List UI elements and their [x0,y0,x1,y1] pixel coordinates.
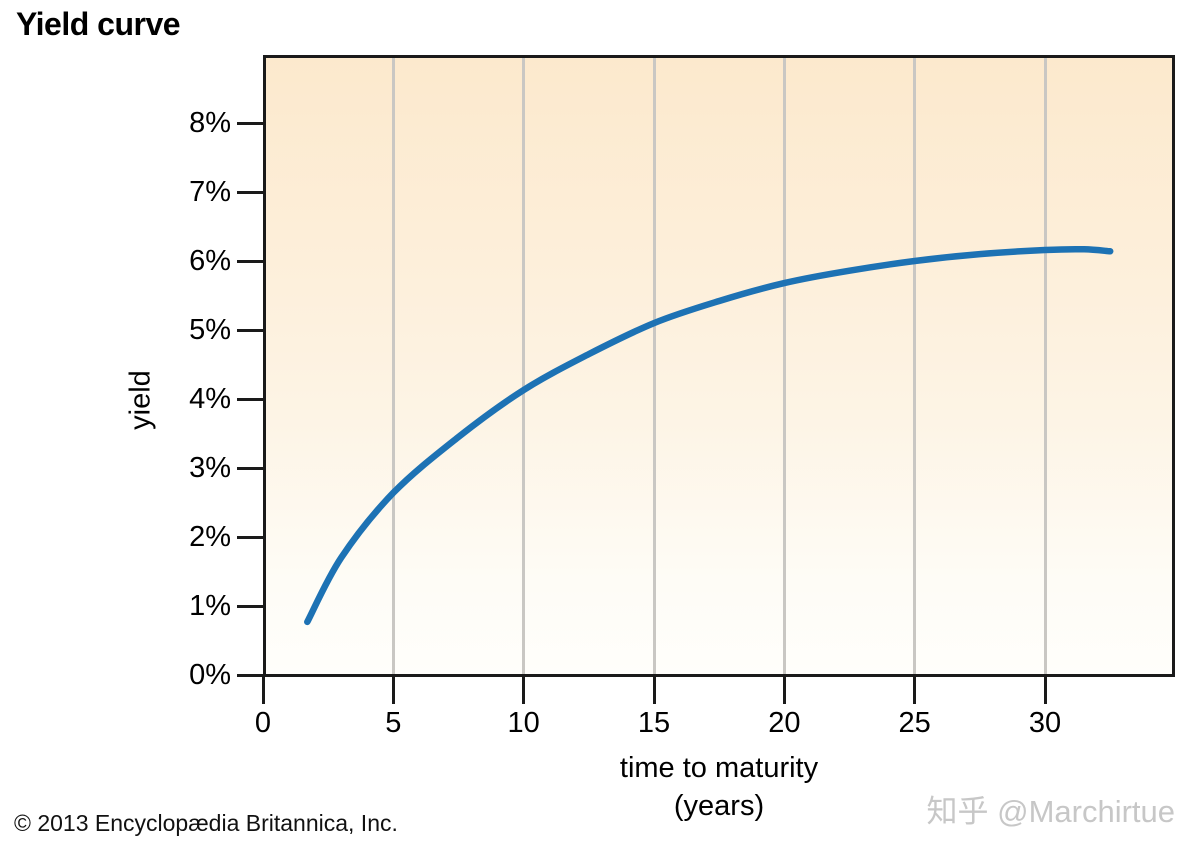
x-tick-5 [391,677,395,704]
x-tick-0 [261,677,265,704]
x-tick-label-5: 5 [385,707,402,739]
zhihu-watermark: 知乎 @Marchirtue [926,794,1175,829]
x-tick-label-10: 10 [507,707,540,739]
y-tick-label-2: 2% [189,521,231,553]
x-tick-20 [782,677,786,704]
gridline-x-20 [782,58,786,674]
gridline-x-10 [522,58,526,674]
x-tick-30 [1043,677,1047,704]
y-tick-0 [237,673,264,677]
x-tick-25 [913,677,917,704]
yield-curve-line-svg [304,245,1114,626]
x-axis-title-line2: (years) [673,790,765,822]
x-axis-title-line1: time to maturity [619,752,819,784]
gridline-x-30 [1043,58,1047,674]
y-tick-label-0: 0% [189,659,231,691]
y-tick-5 [237,328,264,332]
y-tick-2 [237,535,264,539]
y-tick-label-3: 3% [189,452,231,484]
y-tick-label-5: 5% [189,314,231,346]
y-tick-4 [237,397,264,401]
y-tick-6 [237,259,264,263]
y-tick-3 [237,466,264,470]
y-axis-title: yield [124,370,157,430]
x-tick-label-20: 20 [768,707,801,739]
chart-title: Yield curve [16,6,181,42]
y-tick-label-6: 6% [189,245,231,277]
gridline-x-25 [913,58,917,674]
x-tick-10 [522,677,526,704]
plot-area [263,55,1175,677]
x-tick-label-25: 25 [898,707,931,739]
y-tick-8 [237,121,264,125]
yield-curve-path [304,245,1114,626]
x-axis-title: time to maturity (years) [469,749,969,825]
x-tick-label-30: 30 [1028,707,1062,739]
copyright-credit: © 2013 Encyclopædia Britannica, Inc. [14,810,398,836]
x-tick-label-15: 15 [637,707,671,739]
gridline-x-15 [652,58,656,674]
y-tick-label-8: 8% [189,107,231,139]
y-tick-7 [237,190,264,194]
y-tick-label-4: 4% [189,383,231,415]
y-tick-1 [237,604,264,608]
y-tick-label-1: 1% [189,590,231,622]
x-tick-label-0: 0 [254,707,272,739]
gridline-x-5 [391,58,395,674]
x-tick-15 [652,677,656,704]
y-tick-label-7: 7% [189,176,231,208]
